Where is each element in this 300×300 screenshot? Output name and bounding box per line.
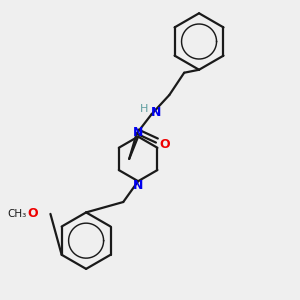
Text: N: N xyxy=(133,126,143,139)
Text: H: H xyxy=(140,104,148,114)
Text: N: N xyxy=(133,179,143,192)
Text: CH₃: CH₃ xyxy=(8,209,27,219)
Text: O: O xyxy=(159,138,169,151)
Text: O: O xyxy=(27,207,38,220)
Text: N: N xyxy=(151,106,161,119)
